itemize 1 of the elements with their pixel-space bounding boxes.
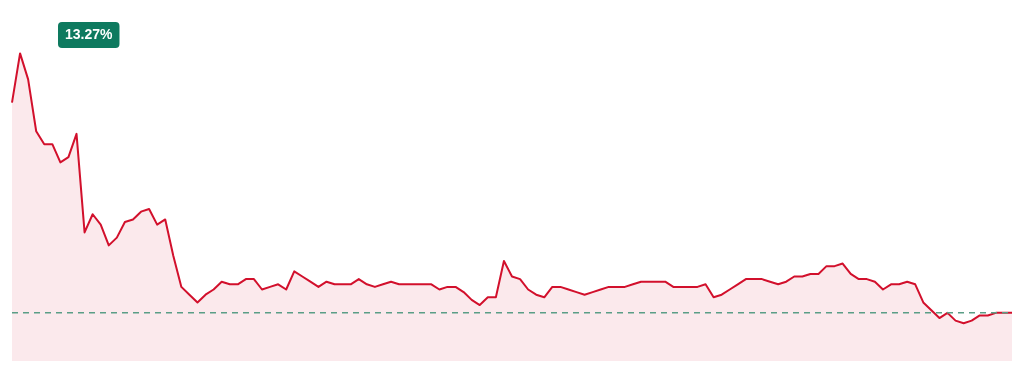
text: 13.27%	[65, 25, 114, 42]
